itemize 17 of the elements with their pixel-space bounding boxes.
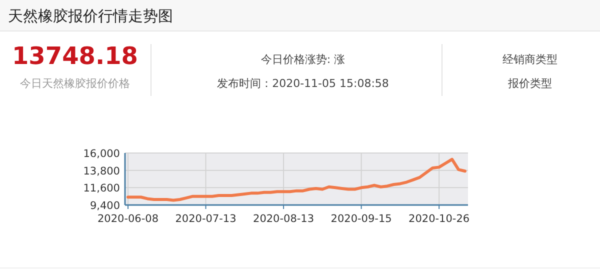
x-tick-label: 2020-06-08: [97, 213, 159, 225]
text: 报价类型: [507, 77, 552, 90]
text: 13748.18: [12, 42, 138, 70]
y-tick-label: 16,000: [83, 148, 120, 160]
x-tick-label: 2020-09-15: [330, 213, 392, 225]
x-tick-label: 2020-10-26: [408, 213, 470, 225]
line-series: [126, 158, 466, 202]
text: 今日价格涨势: 涨: [260, 53, 346, 66]
x-tick-label: 2020-07-13: [175, 213, 236, 225]
text: 发布时间：2020-11-05 15:08:58: [217, 77, 389, 90]
y-tick-label: 11,600: [83, 182, 120, 195]
x-tick-label: 2020-08-13: [253, 213, 314, 225]
text: 经销商类型: [502, 53, 558, 66]
text: 今日天然橡胶报价价格: [20, 77, 130, 90]
y-tick-label: 13,800: [83, 165, 120, 178]
y-tick-label: 9,400: [90, 200, 120, 212]
chart-title: 天然橡胶报价行情走势图: [8, 7, 173, 25]
